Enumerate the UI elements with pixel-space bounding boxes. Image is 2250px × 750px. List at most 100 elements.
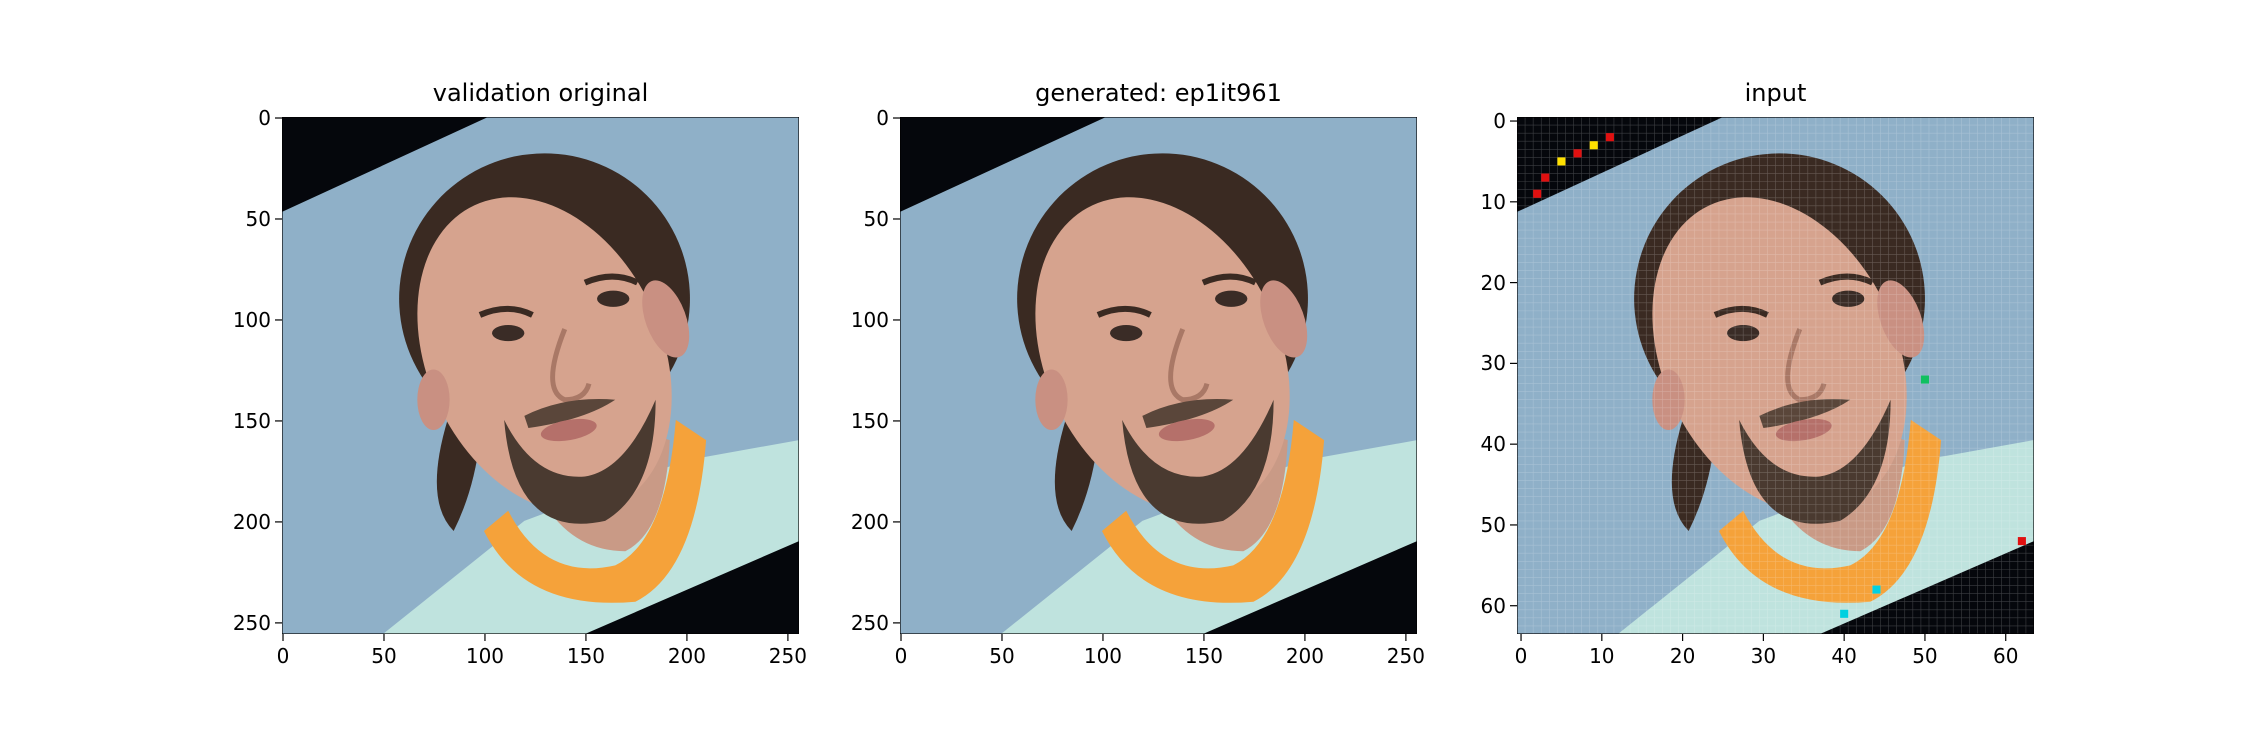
dark-corner-bottom	[584, 541, 799, 634]
y-tick-label: 200	[850, 509, 889, 534]
artifact-pixel	[1557, 157, 1566, 166]
ear	[642, 280, 690, 358]
panel-input: input 0 10 20 30 40 50 60 0 10 20 30 40 50 60	[1481, 79, 2034, 668]
tick-marks	[893, 117, 1407, 641]
x-tick-label: 100	[1083, 644, 1123, 668]
pixel-grid	[1517, 117, 2034, 634]
x-tick-label: 100	[465, 644, 505, 668]
nose	[550, 328, 592, 403]
artifact-pixel	[1920, 375, 1929, 384]
y-tick-label: 40	[1480, 432, 1506, 457]
artifact-pixel	[2017, 537, 2026, 546]
tick-marks	[275, 117, 789, 641]
y-tick-label: 50	[863, 206, 889, 231]
ear	[1035, 369, 1068, 431]
brow	[1201, 273, 1257, 286]
lips	[540, 418, 597, 442]
brow	[478, 305, 534, 318]
y-tick-label: 150	[850, 408, 889, 433]
ear	[1260, 280, 1308, 358]
y-tick-label: 0	[876, 106, 889, 130]
y-tick-label: 10	[1480, 189, 1506, 214]
lips	[1775, 418, 1832, 442]
mustache	[1759, 399, 1851, 429]
panel-generated: generated: ep1it961 0 50 100 150 200 250 0 50 10…	[851, 79, 1425, 668]
y-tick-label: 0	[1493, 109, 1506, 134]
eye	[1110, 325, 1143, 342]
x-tick-label: 250	[768, 644, 807, 668]
x-tick-label: 50	[989, 644, 1015, 668]
artifact-pixel	[1533, 189, 1542, 198]
collar	[1101, 419, 1325, 603]
x-tick-label: 40	[1831, 644, 1857, 668]
x-tick-label: 30	[1750, 644, 1777, 668]
eye	[1215, 290, 1248, 307]
x-tick-label: 0	[276, 644, 290, 668]
x-tick-label: 50	[371, 644, 397, 668]
dark-corner-top	[900, 117, 1106, 212]
y-tick-label: 100	[850, 307, 889, 332]
face-image	[1510, 117, 2034, 641]
x-tick-label: 250	[1386, 644, 1425, 668]
artifact-pixel	[1840, 609, 1849, 618]
face-image	[893, 117, 1417, 641]
panel-validation-original: validation original 0 50 100 150 200 250 0 50 10…	[233, 79, 807, 668]
beard	[504, 399, 656, 524]
y-tick-label: 50	[1480, 512, 1506, 537]
panel-title: validation original	[432, 79, 649, 107]
y-tick-label: 60	[1480, 593, 1506, 618]
x-tick-label: 0	[1514, 644, 1528, 668]
y-tick-label: 250	[850, 610, 889, 635]
face-image	[275, 117, 799, 641]
eye	[492, 325, 525, 342]
beard	[1739, 399, 1891, 524]
ear	[417, 369, 450, 431]
eye	[1727, 325, 1760, 342]
tick-marks	[1510, 120, 2007, 641]
eye	[597, 290, 630, 307]
artifact-pixel	[1541, 173, 1550, 182]
dark-corner-bottom	[1202, 541, 1417, 634]
ear	[1652, 369, 1685, 431]
y-tick-label: 50	[245, 206, 271, 231]
brow	[1713, 305, 1769, 318]
mustache	[524, 399, 616, 429]
y-tick-label: 150	[232, 408, 271, 433]
dark-corner-top	[282, 117, 488, 212]
beard	[1122, 399, 1274, 524]
dark-corner-bottom	[1819, 541, 2034, 634]
y-tick-label: 100	[232, 307, 271, 332]
brow	[1818, 273, 1874, 286]
lips	[1158, 418, 1215, 442]
y-tick-label: 0	[258, 106, 271, 130]
x-tick-label: 200	[667, 644, 706, 668]
x-tick-label: 0	[894, 644, 908, 668]
y-tick-label: 20	[1480, 270, 1506, 295]
x-tick-label: 10	[1589, 644, 1615, 668]
x-tick-label: 150	[1184, 644, 1224, 668]
artifact-pixel	[1573, 149, 1582, 158]
collar	[1718, 419, 1942, 603]
x-tick-label: 50	[1912, 644, 1938, 668]
x-tick-label: 200	[1285, 644, 1324, 668]
eye	[1832, 290, 1865, 307]
artifact-pixel	[1605, 133, 1614, 142]
x-tick-label: 20	[1669, 644, 1696, 668]
panel-title: input	[1744, 79, 1807, 107]
mustache	[1142, 399, 1234, 429]
x-tick-label: 60	[1992, 644, 2019, 668]
x-tick-label: 150	[566, 644, 606, 668]
artifact-pixel	[1589, 141, 1598, 150]
panel-title: generated: ep1it961	[1035, 79, 1282, 107]
y-tick-label: 200	[232, 509, 271, 534]
brow	[1096, 305, 1152, 318]
ear	[1877, 280, 1925, 358]
brow	[583, 273, 639, 286]
y-tick-label: 30	[1480, 351, 1506, 376]
dark-corner-top	[1517, 117, 1723, 212]
collar	[483, 419, 707, 603]
nose	[1785, 328, 1827, 403]
artifact-pixel	[1872, 585, 1881, 594]
nose	[1168, 328, 1210, 403]
y-tick-label: 250	[232, 610, 271, 635]
